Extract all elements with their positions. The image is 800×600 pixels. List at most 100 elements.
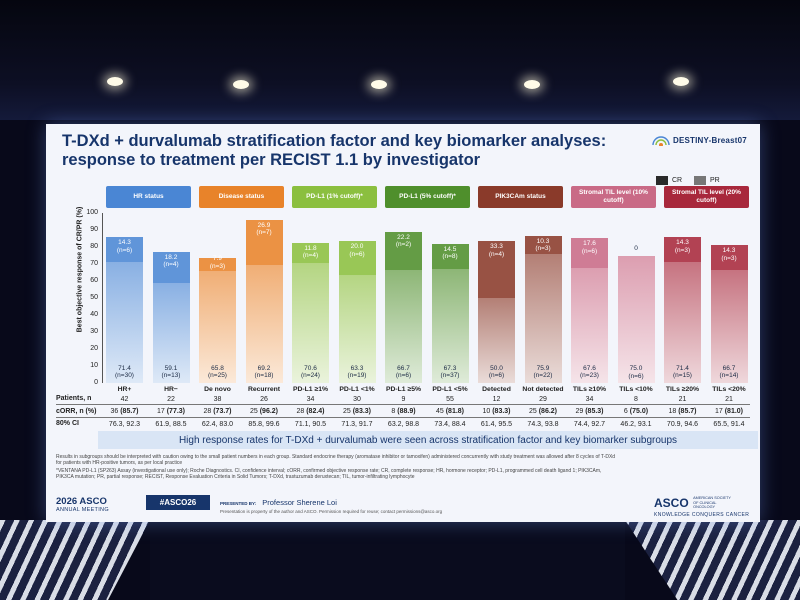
legend-pr-label: PR [710,177,720,184]
pr-value-label: 67.3 (n=37) [432,365,469,380]
trial-logo-icon [652,136,670,146]
ci-cell: 74.3, 93.8 [527,421,559,428]
category-label: Not detected [522,386,564,393]
stacked-bar: 75.9 (n=22) 10.3 (n=3) [524,236,562,383]
cr-n-count: (n=6) [581,247,598,255]
corr-percent: (85.3) [585,408,604,415]
ceiling-light [233,80,249,89]
cr-value: 7.9 [212,255,223,263]
pr-value-label: 69.2 (n=18) [246,365,283,380]
patients-cell: 8 [634,396,638,403]
footnote-3: *VENTANA PD-L1 (SP263) Assay (investigat… [56,468,602,474]
corr-cell: 18 (85.7) [660,408,706,415]
cr-value-label: 26.9 (n=7) [246,222,283,237]
pr-value: 59.1 [164,364,178,372]
patients-cell: 12 [492,396,501,403]
cr-value: 33.3 [490,243,503,251]
pr-value: 65.8 [211,364,224,372]
category-label: HR+ [117,386,132,393]
slide-title-line-1: T-DXd + durvalumab stratification factor… [62,132,607,150]
pr-segment [292,262,329,383]
ci-cell: 74.4, 92.7 [573,421,606,428]
category-label: PD-L1 <1% [339,386,375,393]
stage-right [625,520,800,600]
cr-segment [710,245,748,270]
corr-cell: 17 (81.0) [706,408,752,415]
asco-society-name: AMERICAN SOCIETY OF CLINICAL ONCOLOGY [693,496,731,510]
pr-value: 66.7 [397,364,410,372]
legend-pr: PR [694,176,720,185]
asco-tagline: KNOWLEDGE CONQUERS CANCER [654,512,750,518]
ci-cell: 85.8, 99.6 [248,421,280,428]
pr-n-count: (n=6) [628,372,644,380]
corr-cell: 17 (77.3) [148,408,194,415]
cr-value-label: 14.5 (n=8) [432,246,469,261]
pr-segment [106,261,143,383]
cr-value-label: 33.3 (n=4) [478,243,515,258]
y-axis-line [102,213,103,383]
cr-segment [338,241,376,276]
pr-segment [710,269,748,383]
stacked-bar: 75.0 (n=6) 0 [617,245,655,383]
cr-value-label: 7.9 (n=3) [199,255,236,270]
cr-value-label: 22.2 (n=2) [385,234,422,249]
corr-percent: (86.2) [538,408,558,415]
y-tick-label: 90 [90,226,98,233]
pr-segment [199,271,236,383]
subgroup-header: HR status [106,186,191,208]
pr-segment [478,297,515,383]
legend-cr: CR [656,176,682,185]
corr-n: 28 [203,408,214,415]
ceiling-light [524,80,540,89]
patients-cell: 9 [401,396,406,403]
corr-percent: (82.4) [306,408,325,415]
cr-n-count: (n=3) [721,254,737,262]
category-label: De novo [204,386,231,393]
cr-value: 11.8 [304,244,317,252]
pr-n-count: (n=19) [347,372,367,380]
stacked-bar: 59.1 (n=13) 18.2 (n=4) [152,251,190,383]
ci-cell: 62.4, 83.0 [201,421,234,428]
corr-cell: 28 (73.7) [195,408,241,415]
y-tick-label: 0 [94,379,98,386]
patients-cell: 30 [353,396,361,403]
y-tick-label: 70 [90,260,98,267]
stacked-bar: 65.8 (n=25) 7.9 (n=3) [199,255,236,383]
ci-cell: 71.1, 90.5 [294,421,327,428]
row-label-patients: Patients, n [56,395,92,402]
pr-value-label: 70.6 (n=24) [292,365,329,380]
pr-n-count: (n=23) [580,372,599,380]
patients-cell: 26 [260,396,268,403]
pr-value: 69.2 [257,364,271,372]
cr-value: 14.3 [118,239,131,247]
cr-value: 0 [634,245,638,252]
corr-cell: 28 (82.4) [288,408,334,415]
ci-cell: 61.9, 88.5 [155,421,187,428]
pr-value: 75.9 [536,364,550,372]
cr-value-label: 14.3 (n=3) [664,239,701,254]
pr-n-count: (n=37) [440,372,460,380]
cr-n-count: (n=7) [256,229,272,237]
pr-n-count: (n=14) [719,372,739,380]
footnote-2: for patients with HR-positive tumors, as… [56,460,183,466]
y-tick-label: 20 [90,345,98,352]
category-label: TILs ≥10% [572,386,607,393]
cr-n-count: (n=4) [302,252,319,260]
ci-cell: 63.2, 98.8 [387,421,420,428]
category-label: TILs <10% [619,386,653,393]
stacked-bar: 66.7 (n=14) 14.3 (n=3) [710,245,748,383]
pr-value: 67.3 [443,364,457,372]
ceiling-light [371,80,387,89]
patients-cell: 34 [585,396,594,403]
subgroup-header: PD-L1 (1% cutoff)* [292,186,377,208]
legend-pr-swatch [694,176,706,185]
cr-value: 10.3 [536,237,550,245]
table-divider [56,404,750,405]
corr-n: 17 [156,408,167,415]
corr-percent: (75.0) [629,408,649,415]
category-label: Detected [482,386,511,393]
ci-cell: 70.9, 94.6 [666,421,699,428]
legend-cr-label: CR [672,177,683,184]
meeting-year: 2026 ASCO [56,496,107,507]
corr-percent: (81.8) [445,408,465,415]
